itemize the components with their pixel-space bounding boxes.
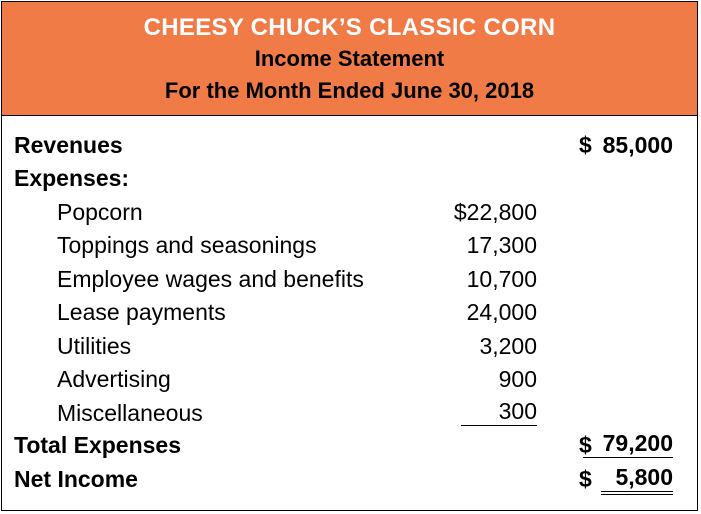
expense-label: Advertising	[57, 366, 171, 392]
expense-label: Employee wages and benefits	[57, 266, 364, 292]
expense-amount: 300	[460, 397, 537, 426]
expenses-label: Expenses:	[14, 165, 130, 191]
company-name: CHEESY CHUCK’S CLASSIC CORN	[143, 14, 556, 41]
expense-label: Miscellaneous	[57, 400, 203, 426]
statement-period: For the Month Ended June 30, 2018	[164, 78, 535, 103]
expense-label: Popcorn	[57, 199, 143, 225]
expenses-heading-row: Expenses:	[2, 162, 697, 195]
total-expenses-row: Total Expenses $ 79,200	[2, 429, 697, 462]
total-expenses-currency: $	[579, 432, 592, 458]
expense-amount: 17,300	[466, 232, 537, 258]
expense-amount: 900	[498, 366, 537, 392]
expense-row: Advertising 900	[2, 363, 697, 396]
statement-header: CHEESY CHUCK’S CLASSIC CORN Income State…	[2, 2, 697, 116]
expense-row: Utilities 3,200	[2, 330, 697, 363]
expense-row: Lease payments 24,000	[2, 296, 697, 329]
expense-amount: 24,000	[466, 299, 537, 325]
net-income-row: Net Income $ 5,800	[2, 463, 697, 496]
total-expenses-label: Total Expenses	[14, 432, 182, 458]
total-expenses-amount: 79,200	[582, 429, 673, 458]
net-income-amount: 5,800	[601, 463, 673, 495]
expense-row: Miscellaneous 300	[2, 397, 697, 430]
expense-amount: $22,800	[453, 199, 537, 225]
expense-row: Popcorn $22,800	[2, 196, 697, 229]
expense-amount: 3,200	[479, 333, 537, 359]
statement-title: Income Statement	[254, 46, 445, 71]
revenues-row: Revenues $ 85,000	[2, 129, 697, 162]
expense-label: Toppings and seasonings	[57, 232, 317, 258]
revenues-amount: 85,000	[602, 132, 673, 158]
revenues-currency: $	[579, 132, 592, 158]
expense-label: Utilities	[57, 333, 132, 359]
expense-row: Toppings and seasonings 17,300	[2, 229, 697, 262]
expense-amount: 10,700	[466, 266, 537, 292]
net-income-label: Net Income	[14, 466, 138, 492]
expense-label: Lease payments	[57, 299, 226, 325]
revenues-label: Revenues	[14, 132, 123, 158]
expense-row: Employee wages and benefits 10,700	[2, 263, 697, 296]
net-income-currency: $	[579, 466, 592, 492]
